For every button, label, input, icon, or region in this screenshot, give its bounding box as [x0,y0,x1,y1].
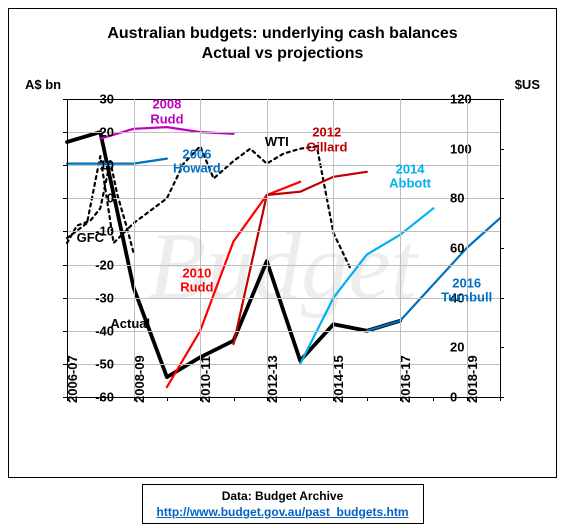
y1-tick-label: -60 [84,390,114,405]
gridline-h [67,198,500,199]
series-label-rudd2010: 2010Rudd [180,267,213,296]
series-label-wti: WTI [265,135,289,149]
source-link[interactable]: http://www.budget.gov.au/past_budgets.ht… [157,505,409,519]
series-label-abbott2014: 2014Abbott [389,163,431,192]
series-label-howard2006: 2006Howard [173,148,221,177]
x-tick-label: 2012-13 [265,355,280,403]
chart-title-line2: Actual vs projections [9,45,556,63]
series-label-gfc: GFC [77,231,104,245]
y1-tick-label: 30 [84,92,114,107]
x-tick-label: 2014-15 [331,355,346,403]
gridline-v [467,99,468,397]
y1-tick-label: -50 [84,356,114,371]
x-tick-label: 2010-11 [198,356,213,403]
y1-tick-label: 20 [84,125,114,140]
series-turnbull2016 [367,218,500,331]
gridline-v [134,99,135,397]
y1-tick-label: -20 [84,257,114,272]
y1-tick-label: 0 [84,191,114,206]
y1-tick-label: 10 [84,158,114,173]
series-label-actual: Actual [110,317,150,331]
x-tick-label: 2008-09 [132,355,147,403]
series-label-rudd2008: 2008Rudd [150,98,183,127]
x-tick-label: 2016-17 [398,355,413,403]
series-label-turnbull2016: 2016Turnbull [441,277,492,306]
gridline-h [67,265,500,266]
chart-box: Budget Australian budgets: underlying ca… [8,8,557,478]
gridline-v [200,99,201,397]
x-tick-label: 2018-19 [465,355,480,403]
y1-tick-label: -30 [84,290,114,305]
series-howard2006 [67,159,167,164]
gridline-h [67,231,500,232]
source-text: Data: Budget Archive [222,489,344,503]
gridline-h [67,165,500,166]
x-tick-label: 2006-07 [65,355,80,403]
gridline-h [67,298,500,299]
y1-axis-label: A$ bn [25,77,61,92]
series-label-gillard2012: 2012Gillard [306,126,347,155]
chart-container: { "title_line1": "Australian budgets: un… [0,0,565,532]
source-box: Data: Budget Archive http://www.budget.g… [142,484,424,524]
chart-title-line1: Australian budgets: underlying cash bala… [9,25,556,43]
gridline-h [67,99,500,100]
gridline-v [400,99,401,397]
plot-area: 3020100-10-20-30-40-50-60120100806040200… [67,99,500,397]
y2-axis-label: $US [515,77,540,92]
